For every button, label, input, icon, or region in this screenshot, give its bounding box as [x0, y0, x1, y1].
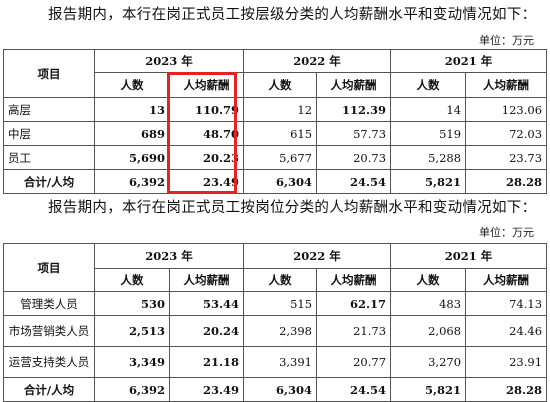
cell: 123.06 [465, 97, 548, 122]
cell: 23.49 [168, 169, 245, 194]
cell: 21.73 [316, 315, 392, 347]
cell: 110.79 [168, 97, 245, 122]
row-label: 市场营销类人员 [3, 315, 95, 347]
cell: 3,349 [94, 346, 170, 378]
cell: 20.23 [168, 145, 245, 170]
header-pay: 人均薪酬 [465, 72, 548, 98]
header-count: 人数 [390, 268, 467, 292]
cell: 5,690 [94, 145, 170, 170]
cell: 615 [243, 121, 318, 146]
unit-label-1: 单位：万元 [479, 34, 534, 47]
cell: 5,821 [390, 377, 467, 402]
header-pay: 人均薪酬 [316, 268, 392, 292]
cell: 3,391 [243, 346, 318, 378]
header-year-2021: 2021 年 [390, 243, 548, 269]
cell: 53.44 [168, 291, 245, 316]
cell: 12 [243, 97, 318, 122]
header-year-2023: 2023 年 [93, 49, 245, 73]
intro-level: 报告期内，本行在岗正式员工按层级分类的人均薪酬水平和变动情况如下： [48, 7, 537, 23]
cell: 14 [390, 97, 467, 122]
cell: 6,304 [243, 377, 318, 402]
cell: 483 [390, 291, 467, 316]
cell: 6,304 [243, 169, 318, 194]
header-pay: 人均薪酬 [465, 268, 548, 292]
table-row: 市场营销类人员 2,513 20.24 2,398 21.73 2,068 24… [3, 315, 548, 347]
row-label: 高层 [3, 97, 95, 122]
row-label: 管理类人员 [3, 291, 95, 316]
cell: 24.54 [316, 377, 392, 402]
cell: 5,677 [243, 145, 318, 170]
table-row: 管理类人员 530 53.44 515 62.17 483 74.13 [3, 291, 548, 316]
header-count: 人数 [243, 268, 318, 292]
cell: 6,392 [94, 169, 170, 194]
unit-label-2: 单位：万元 [479, 226, 534, 239]
cell: 24.54 [316, 169, 392, 194]
cell: 24.46 [465, 315, 548, 347]
header-item: 项目 [3, 49, 95, 98]
row-label: 员工 [3, 145, 95, 170]
cell: 530 [94, 291, 170, 316]
cell: 5,288 [390, 145, 467, 170]
cell: 23.49 [168, 377, 245, 402]
cell: 72.03 [465, 121, 548, 146]
cell: 23.73 [465, 145, 548, 170]
table-row-total: 合计/人均 6,392 23.49 6,304 24.54 5,821 28.2… [3, 377, 548, 402]
header-count: 人数 [390, 72, 467, 98]
header-pay: 人均薪酬 [168, 72, 245, 98]
table-row: 高层 13 110.79 12 112.39 14 123.06 [3, 97, 548, 122]
cell: 519 [390, 121, 467, 146]
cell: 13 [94, 97, 170, 122]
header-count: 人数 [94, 268, 170, 292]
row-label: 运营支持类人员 [3, 346, 95, 378]
table-row: 员工 5,690 20.23 5,677 20.73 5,288 23.73 [3, 145, 548, 170]
cell: 74.13 [465, 291, 548, 316]
cell: 28.28 [465, 377, 548, 402]
table-row: 运营支持类人员 3,349 21.18 3,391 20.77 3,270 23… [3, 346, 548, 378]
cell: 20.77 [316, 346, 392, 378]
cell: 28.28 [465, 169, 548, 194]
cell: 48.70 [168, 121, 245, 146]
cell: 5,821 [390, 169, 467, 194]
header-count: 人数 [94, 72, 170, 98]
cell: 23.91 [465, 346, 548, 378]
header-count: 人数 [243, 72, 318, 98]
header-year-2023: 2023 年 [93, 243, 245, 269]
cell: 515 [243, 291, 318, 316]
header-pay: 人均薪酬 [168, 268, 245, 292]
cell: 57.73 [316, 121, 392, 146]
header-year-2021: 2021 年 [390, 49, 548, 73]
cell: 3,270 [390, 346, 467, 378]
cell: 2,513 [94, 315, 170, 347]
header-year-2022: 2022 年 [243, 243, 392, 269]
row-label: 中层 [3, 121, 95, 146]
cell: 2,068 [390, 315, 467, 347]
cell: 62.17 [316, 291, 392, 316]
cell: 689 [94, 121, 170, 146]
table-row-total: 合计/人均 6,392 23.49 6,304 24.54 5,821 28.2… [3, 169, 548, 194]
salary-by-position-table: 项目 2023 年 2022 年 2021 年 人数 人均薪酬 人数 人均薪酬 … [3, 243, 548, 402]
header-item: 项目 [3, 243, 95, 292]
cell: 2,398 [243, 315, 318, 347]
cell: 20.24 [168, 315, 245, 347]
cell: 112.39 [316, 97, 392, 122]
table-row: 中层 689 48.70 615 57.73 519 72.03 [3, 121, 548, 146]
cell: 6,392 [94, 377, 170, 402]
header-pay: 人均薪酬 [316, 72, 392, 98]
row-label: 合计/人均 [3, 169, 95, 194]
header-year-2022: 2022 年 [243, 49, 392, 73]
row-label: 合计/人均 [3, 377, 95, 402]
cell: 20.73 [316, 145, 392, 170]
cell: 21.18 [168, 346, 245, 378]
salary-by-level-table: 项目 2023 年 2022 年 2021 年 人数 人均薪酬 人数 人均薪酬 … [3, 49, 548, 194]
intro-position: 报告期内，本行在岗正式员工按岗位分类的人均薪酬水平和变动情况如下： [48, 200, 537, 216]
